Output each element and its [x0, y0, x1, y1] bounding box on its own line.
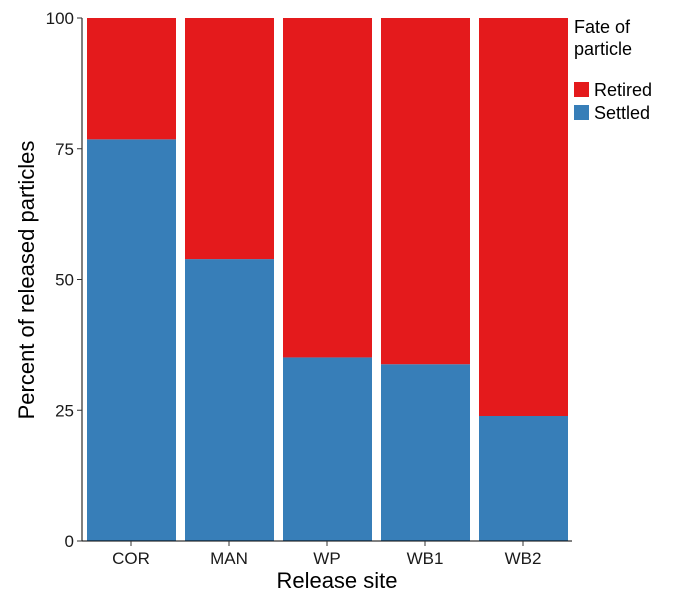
bar-wb1-settled — [381, 364, 470, 541]
bar-wp-settled — [283, 357, 372, 541]
legend-swatch-retired — [574, 82, 589, 97]
plot-area: 0 25 50 75 100 COR MAN WP WB1 WB2 — [46, 9, 572, 568]
legend: Fate of particle Retired Settled — [574, 17, 652, 123]
legend-label-settled: Settled — [594, 103, 650, 123]
bar-wp-retired — [283, 18, 372, 358]
legend-entries: Retired Settled — [574, 80, 652, 123]
x-tick-label-cor: COR — [112, 549, 150, 568]
x-tick-label-wp: WP — [313, 549, 340, 568]
y-axis-ticks: 0 25 50 75 100 — [46, 9, 82, 551]
bars-group — [87, 18, 568, 541]
y-tick-label-100: 100 — [46, 9, 74, 28]
bar-wb2-settled — [479, 416, 568, 541]
y-tick-label-0: 0 — [65, 532, 74, 551]
x-axis-title: Release site — [276, 568, 397, 593]
y-tick-label-50: 50 — [55, 271, 74, 290]
bar-man-retired — [185, 18, 274, 260]
bar-wb1-retired — [381, 18, 470, 365]
legend-swatch-settled — [574, 105, 589, 120]
y-tick-label-25: 25 — [55, 401, 74, 420]
bar-wb2-retired — [479, 18, 568, 417]
legend-label-retired: Retired — [594, 80, 652, 100]
x-tick-label-wb1: WB1 — [407, 549, 444, 568]
bar-cor-settled — [87, 139, 176, 541]
bar-cor-retired — [87, 18, 176, 140]
x-tick-label-wb2: WB2 — [505, 549, 542, 568]
y-tick-label-75: 75 — [55, 140, 74, 159]
bar-man-settled — [185, 259, 274, 541]
legend-title-line-1: Fate of — [574, 17, 631, 37]
x-axis-ticks: COR MAN WP WB1 WB2 — [112, 541, 541, 568]
y-axis-title: Percent of released particles — [14, 141, 39, 420]
x-tick-label-man: MAN — [210, 549, 248, 568]
legend-title-line-2: particle — [574, 39, 632, 59]
